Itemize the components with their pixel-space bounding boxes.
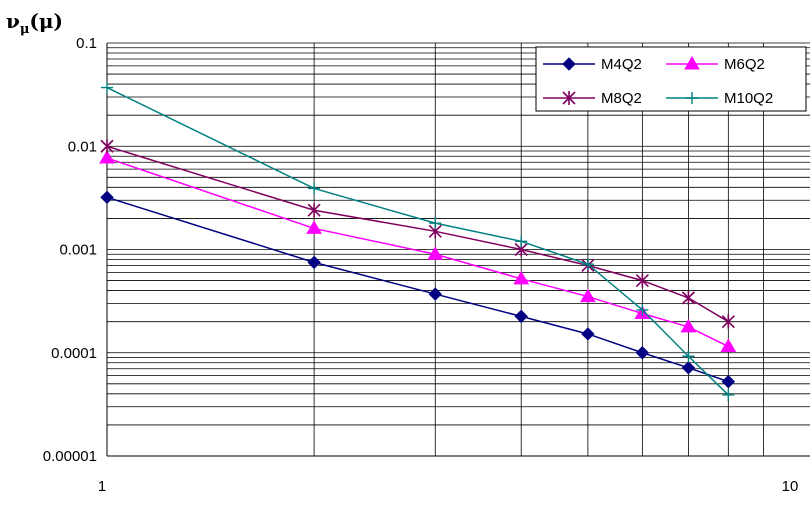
legend-box: [535, 46, 807, 112]
data-point-m4q2: [307, 255, 321, 270]
y-axis-label: νμ(μ): [6, 9, 63, 37]
legend-item-m4q2: M4Q2: [543, 56, 642, 73]
legend-marker-m10q2: [686, 92, 698, 104]
data-point-m4q2: [514, 309, 528, 324]
data-point-m6q2: [427, 246, 444, 260]
y-tick-label: 0.1: [76, 35, 97, 52]
y-axis-label-main: ν: [6, 9, 20, 33]
data-point-m6q2: [513, 270, 530, 285]
data-point-m6q2: [99, 149, 115, 164]
series-line-m6q2: [106, 157, 729, 348]
legend-label-m10q2: M10Q2: [724, 90, 773, 107]
series-m8q2: [100, 139, 735, 329]
data-point-m10q2: [308, 182, 321, 195]
data-point-m10q2: [429, 217, 442, 230]
data-point-m4q2: [428, 287, 442, 301]
data-point-m10q2: [636, 303, 649, 316]
data-point-m10q2: [101, 81, 113, 94]
data-point-m6q2: [306, 220, 322, 234]
legend-label-m4q2: M4Q2: [601, 56, 642, 73]
data-point-m8q2: [307, 203, 321, 218]
data-point-m10q2: [682, 350, 695, 363]
data-point-m4q2: [635, 346, 650, 360]
legend-marker-m4q2: [562, 57, 576, 71]
data-point-m8q2: [635, 273, 649, 288]
data-point-m4q2: [100, 190, 114, 205]
data-point-m8q2: [100, 139, 114, 154]
legend: M4Q2 M6Q2 M8Q2 M10Q2: [535, 46, 807, 112]
series-line-m4q2: [106, 196, 729, 383]
y-tick-label: 0.01: [68, 138, 97, 155]
legend-marker-m8q2: [562, 91, 576, 105]
series-line-m8q2: [106, 145, 729, 323]
series-line-m10q2: [106, 86, 729, 396]
data-point-m4q2: [721, 374, 736, 389]
series-m10q2: [101, 81, 735, 401]
legend-label-m6q2: M6Q2: [724, 56, 765, 73]
series-lines: [99, 81, 737, 401]
x-tick-label: 1: [98, 478, 106, 495]
svg-text:νμ(μ): νμ(μ): [6, 9, 63, 37]
legend-label-m8q2: M8Q2: [601, 90, 642, 107]
legend-marker-m6q2: [684, 56, 700, 70]
data-point-m8q2: [681, 290, 695, 305]
y-tick-label: 0.0001: [51, 345, 97, 362]
y-axis-label-sub: μ: [20, 22, 30, 37]
data-point-m10q2: [515, 235, 528, 248]
y-tick-label: 0.00001: [43, 448, 97, 465]
data-point-m6q2: [680, 318, 697, 333]
data-point-m8q2: [721, 314, 735, 329]
grid: [106, 42, 810, 457]
legend-item-m6q2: M6Q2: [666, 56, 765, 73]
x-tick-label: 10: [782, 478, 799, 495]
y-tick-label: 0.001: [59, 242, 97, 259]
data-point-m6q2: [720, 338, 737, 352]
data-point-m10q2: [722, 388, 735, 401]
series-m6q2: [99, 149, 737, 352]
legend-item-m8q2: M8Q2: [543, 90, 642, 107]
series-m4q2: [100, 190, 736, 389]
data-point-m10q2: [581, 258, 594, 271]
y-axis-label-arg: (μ): [29, 9, 63, 33]
data-point-m4q2: [581, 327, 595, 341]
legend-item-m10q2: M10Q2: [666, 90, 773, 107]
data-point-m6q2: [580, 288, 596, 303]
data-point-m4q2: [681, 361, 696, 375]
